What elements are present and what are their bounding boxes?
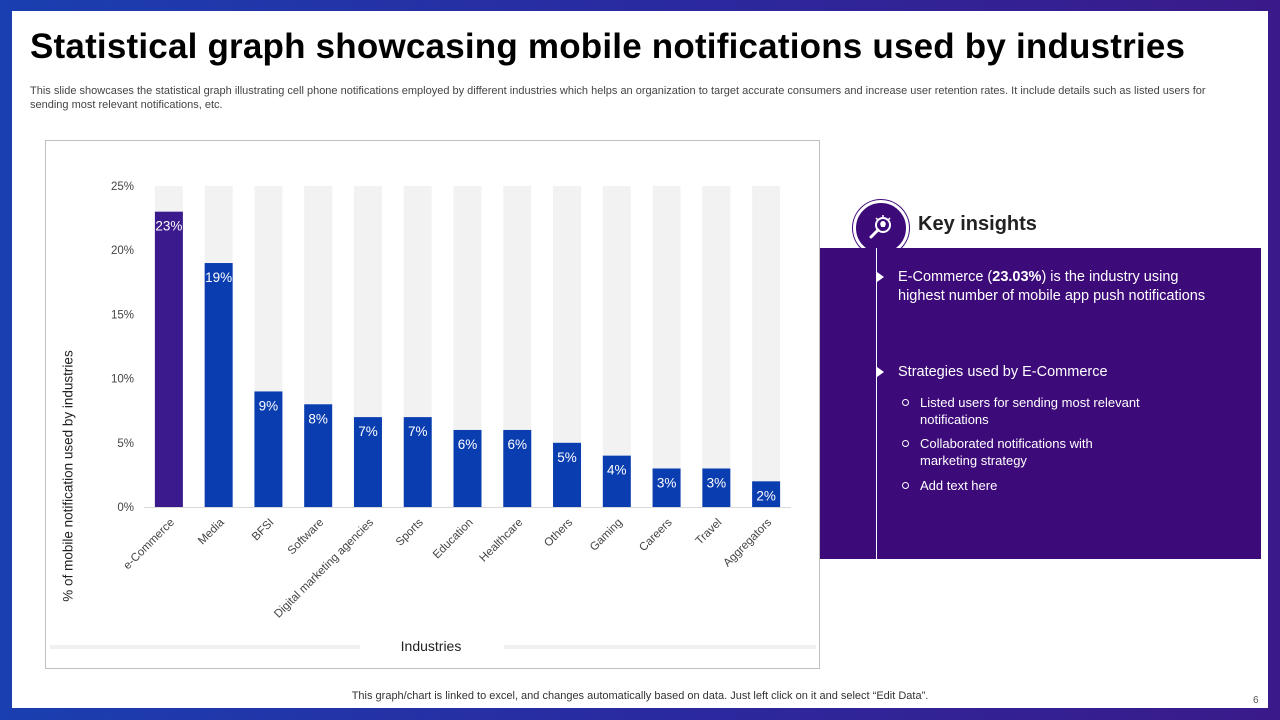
insight-bullet-2-text: Strategies used by E-Commerce [898, 364, 1108, 380]
slide: Statistical graph showcasing mobile noti… [12, 11, 1268, 708]
x-tick-label: Sports [394, 516, 426, 548]
y-tick-label: 15% [111, 309, 134, 321]
x-tick-label: Travel [694, 517, 725, 548]
x-tick-label: Aggregators [721, 516, 774, 569]
bar [602, 455, 631, 507]
insight-bullet-1-pre: E-Commerce ( [898, 269, 993, 285]
insight-sub-item-3-text[interactable]: Add text here [920, 478, 998, 493]
circle-bullet-icon [902, 482, 909, 489]
x-tick-label: Gaming [588, 517, 625, 554]
x-tick-label: BFSI [250, 517, 277, 544]
bar-background [602, 186, 631, 507]
y-tick-label: 25% [111, 181, 134, 193]
data-label: 19% [205, 270, 232, 285]
insight-sub-item-1-text: Listed users for sending most relevant n… [920, 395, 1140, 427]
x-axis-title-rule-right [504, 645, 816, 649]
insights-panel: E-Commerce (23.03%) is the industry usin… [820, 248, 1261, 559]
circle-bullet-icon [902, 399, 909, 406]
insight-sub-item-2-text: Collaborated notifications with marketin… [920, 436, 1093, 468]
bar [553, 442, 582, 507]
insight-sub-item-2: Collaborated notifications with marketin… [902, 435, 1140, 469]
footer-note: This graph/chart is linked to excel, and… [351, 690, 929, 702]
data-label: 5% [557, 450, 577, 465]
lightbulb-magnifier-icon [853, 200, 909, 256]
insights-divider [876, 248, 877, 559]
y-tick-label: 20% [111, 245, 134, 257]
insight-bullet-1-post: ) is the industry using highest number o… [898, 269, 1206, 304]
insight-bullet-1: E-Commerce (23.03%) is the industry usin… [877, 268, 1218, 306]
data-label: 23% [155, 219, 182, 234]
triangle-bullet-icon [877, 367, 884, 377]
bar-chart[interactable]: 0% 5% 10% 15% 20% 25% 23% e-Commerce 19% Media 9% B… [45, 140, 820, 669]
y-tick-label: 0% [117, 502, 134, 514]
data-label: 2% [756, 488, 776, 503]
page-number: 6 [1253, 695, 1259, 706]
x-axis-title: Industries [400, 638, 462, 654]
data-label: 8% [308, 411, 328, 426]
y-tick-label: 5% [117, 438, 134, 450]
data-label: 7% [358, 424, 378, 439]
data-label: 3% [657, 475, 677, 490]
insight-sub-item-1: Listed users for sending most relevant n… [902, 394, 1140, 428]
bar-background [652, 186, 681, 507]
y-tick-label: 10% [111, 374, 134, 386]
chart-svg: 0% 5% 10% 15% 20% 25% 23% e-Commerce 19% Media 9% B… [111, 181, 791, 620]
x-tick-label: Education [431, 517, 476, 562]
insights-title: Key insights [918, 213, 1037, 235]
slide-description: This slide showcases the statistical gra… [30, 85, 1206, 111]
x-axis-title-rule-left [50, 645, 360, 649]
x-axis-title-wrap: Industries [46, 633, 819, 663]
data-label: 6% [458, 437, 478, 452]
insight-bullet-2: Strategies used by E-Commerce [877, 363, 1218, 382]
x-tick-label: Healthcare [478, 517, 526, 565]
bar [154, 211, 183, 507]
x-tick-label: Software [286, 517, 327, 558]
data-label: 3% [707, 475, 727, 490]
x-tick-label: Digital marketing agencies [272, 516, 376, 620]
x-tick-label: Careers [637, 516, 675, 554]
bar [353, 417, 382, 507]
x-tick-label: e-Commerce [122, 517, 177, 572]
bar [403, 417, 432, 507]
bar [204, 263, 233, 507]
page-title: Statistical graph showcasing mobile noti… [30, 27, 1186, 66]
x-tick-label: Media [196, 516, 227, 547]
y-axis-title: % of mobile notification used by industr… [60, 350, 76, 602]
x-tick-label: Others [542, 516, 575, 549]
data-label: 9% [259, 398, 279, 413]
bar [304, 404, 333, 507]
data-label: 7% [408, 424, 428, 439]
triangle-bullet-icon [877, 272, 884, 282]
bar [652, 468, 681, 507]
insight-sub-item-3[interactable]: Add text here [902, 477, 1140, 494]
data-label: 4% [607, 463, 627, 478]
data-label: 6% [508, 437, 528, 452]
circle-bullet-icon [902, 440, 909, 447]
bar-background [752, 186, 781, 507]
bar [702, 468, 731, 507]
bar [752, 481, 781, 507]
bar-background [702, 186, 731, 507]
bar [503, 429, 532, 507]
bar [254, 391, 283, 507]
bar [453, 429, 482, 507]
insight-bullet-1-highlight: 23.03% [992, 269, 1042, 285]
